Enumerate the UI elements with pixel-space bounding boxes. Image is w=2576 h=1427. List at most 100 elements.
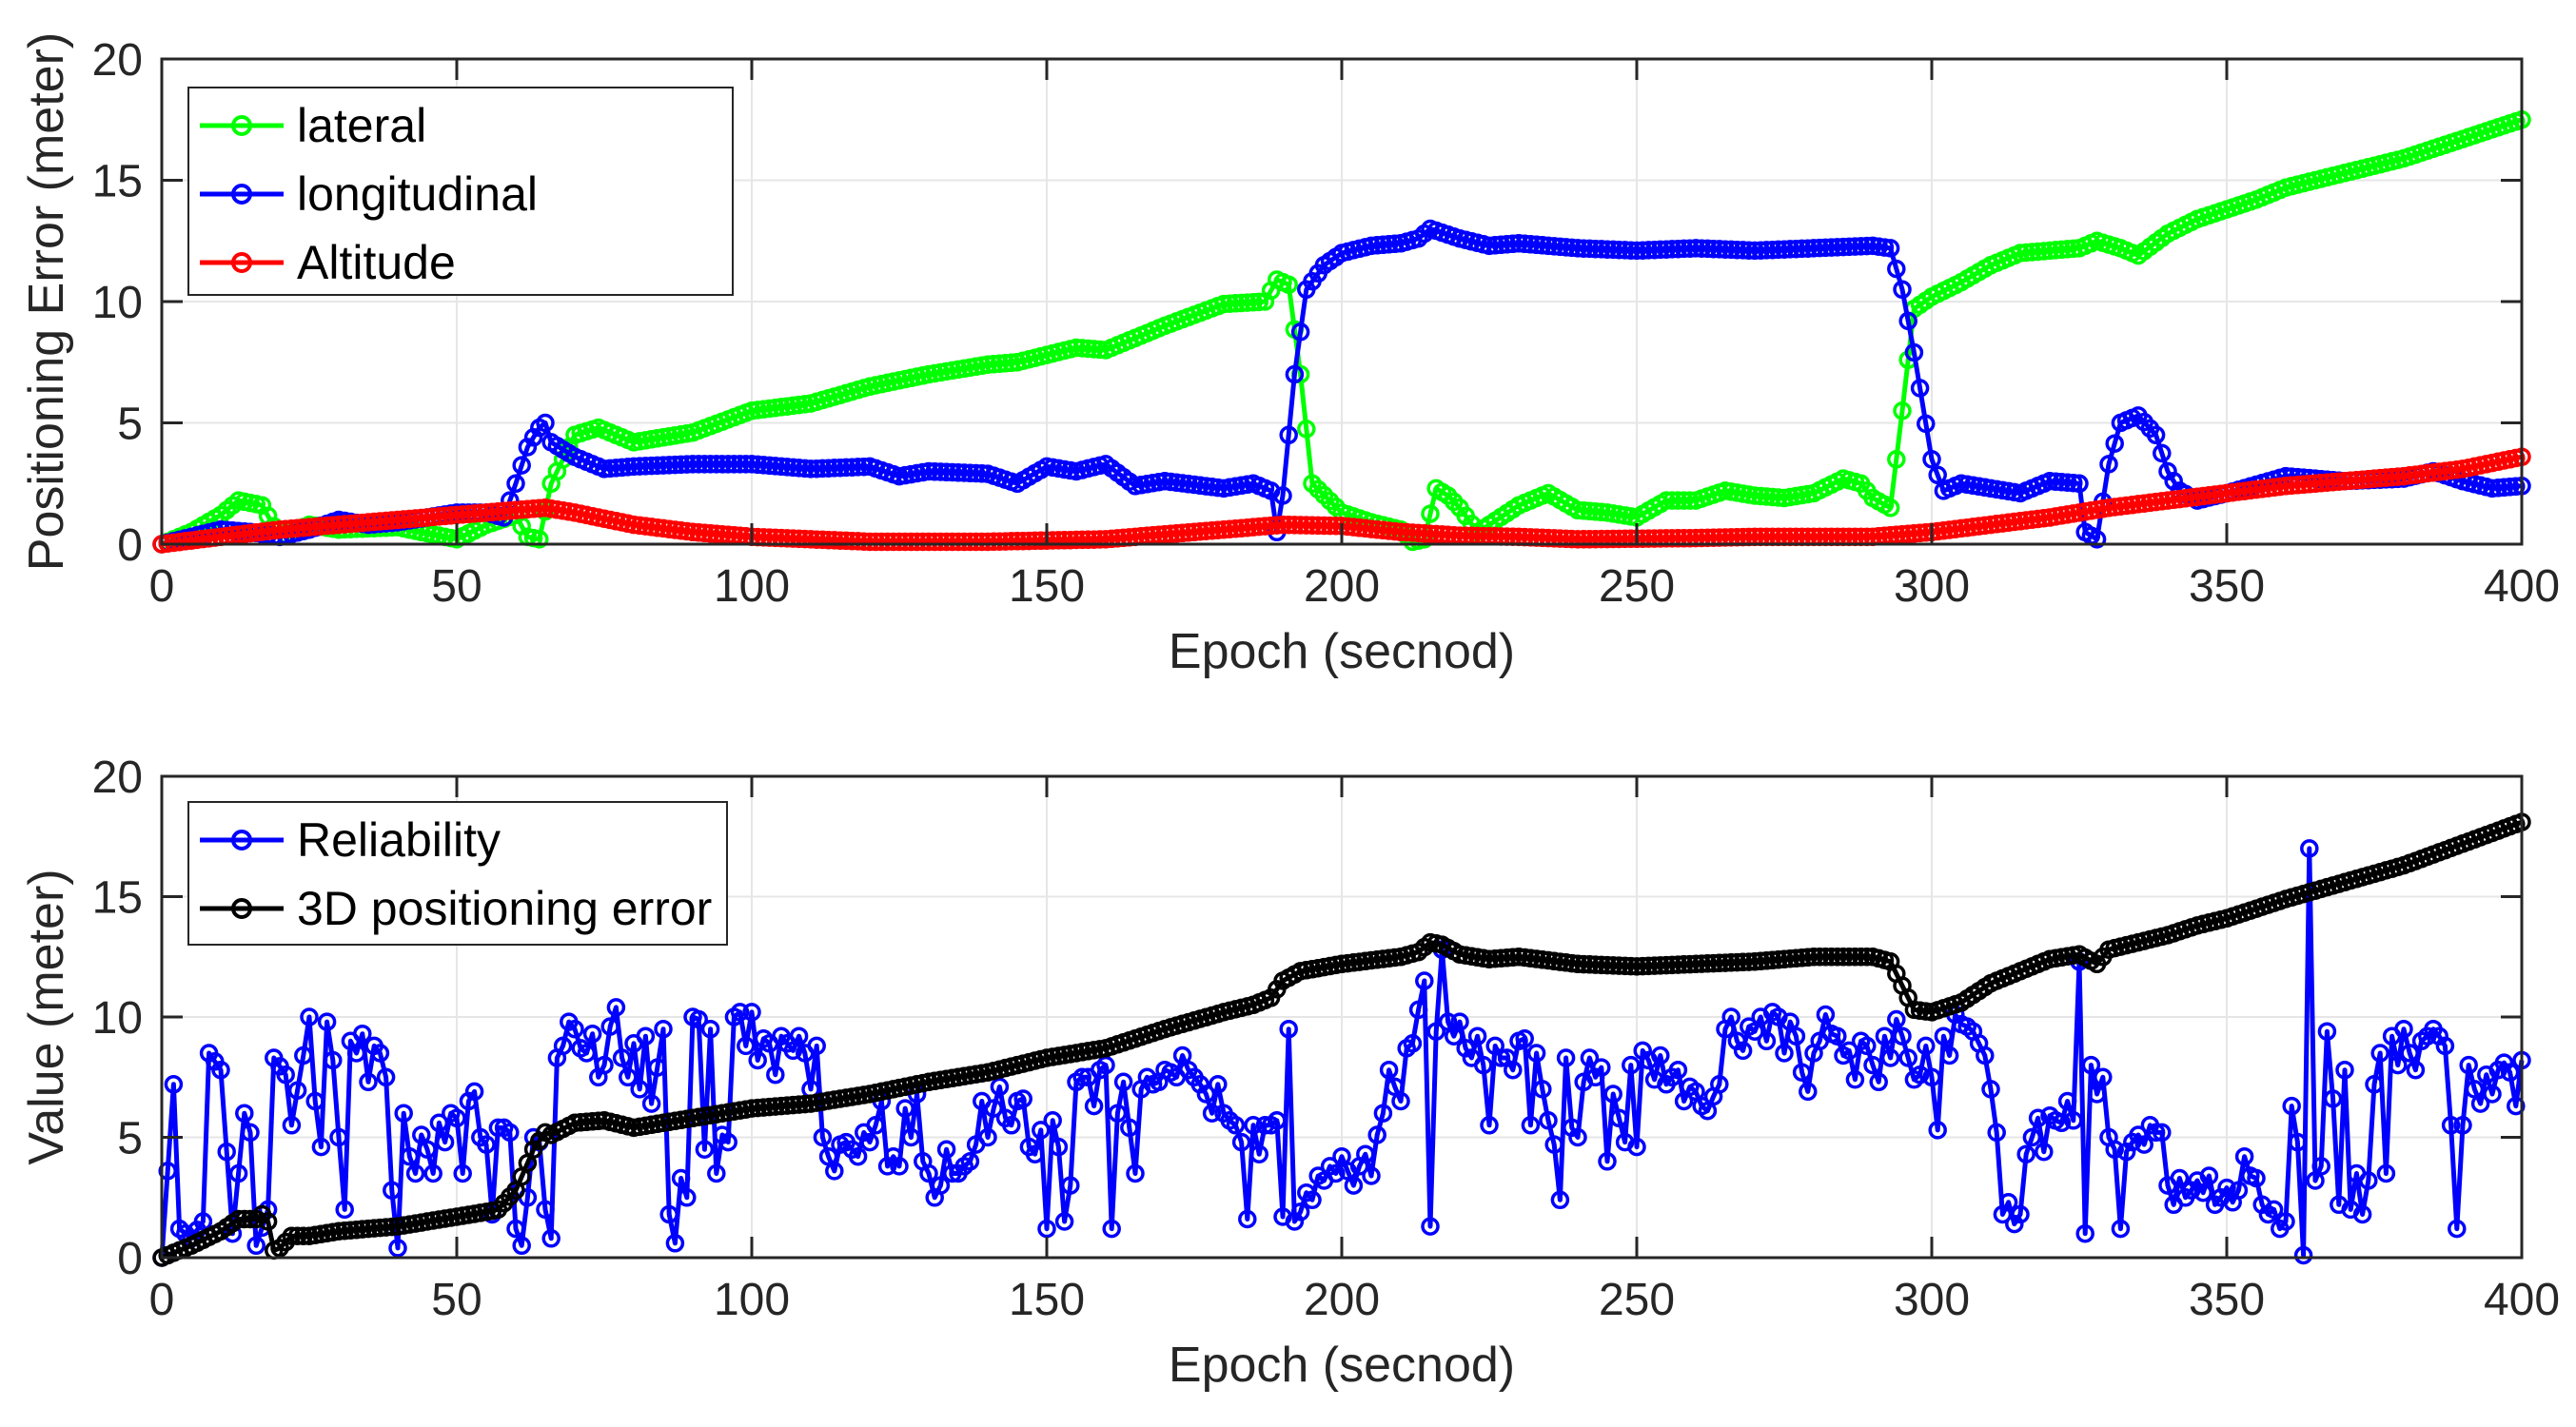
data-point: [287, 1081, 307, 1100]
data-point: [2394, 1019, 2413, 1039]
data-point: [630, 1080, 649, 1099]
x-axis-label: Epoch (secnod): [1169, 1338, 1515, 1393]
x-tick-label: 250: [1599, 1275, 1675, 1325]
x-tick-label: 200: [1304, 561, 1380, 612]
data-point: [1025, 1144, 1045, 1163]
data-point: [246, 1236, 265, 1256]
data-point: [241, 1123, 260, 1143]
data-point: [512, 1236, 531, 1256]
data-point: [801, 530, 820, 549]
data-point: [654, 456, 673, 475]
data-point: [1762, 240, 1782, 260]
x-tick-label: 100: [714, 561, 790, 612]
data-point: [1320, 516, 1340, 536]
data-point: [1592, 529, 1611, 549]
x-tick-label: 250: [1599, 561, 1675, 612]
y-tick-label: 15: [92, 873, 143, 924]
data-point: [1674, 955, 1694, 974]
data-point: [346, 1044, 366, 1063]
x-axis-label: Epoch (secnod): [1169, 624, 1515, 679]
data-point: [1745, 241, 1764, 261]
data-point: [966, 463, 986, 483]
data-point: [1681, 491, 1700, 510]
data-point: [1043, 1111, 1062, 1130]
data-point: [2483, 1085, 2502, 1104]
data-point: [1609, 1108, 1629, 1128]
data-point: [595, 1055, 614, 1075]
data-point: [193, 1212, 213, 1231]
data-point: [400, 1146, 420, 1166]
data-point: [1054, 1212, 1074, 1231]
legend-item-3d-positioning-error: 3D positioning error: [200, 882, 712, 935]
data-point: [1526, 1044, 1546, 1063]
data-point: [2057, 1091, 2077, 1111]
data-point: [435, 1132, 455, 1152]
data-point: [2293, 1245, 2313, 1265]
data-point: [919, 461, 938, 481]
data-point: [2448, 1219, 2467, 1239]
data-point: [1792, 239, 1812, 259]
data-point: [1934, 1026, 1954, 1046]
data-point: [1627, 1137, 1646, 1157]
y-tick-label: 0: [117, 520, 143, 571]
data-point: [447, 1108, 466, 1128]
data-point: [943, 462, 962, 482]
data-point: [1887, 450, 1906, 469]
data-point: [1668, 529, 1688, 548]
data-point: [1657, 955, 1676, 975]
data-point: [1858, 236, 1877, 256]
data-point: [1238, 1209, 1257, 1229]
data-point: [2146, 1123, 2166, 1143]
data-point: [789, 1026, 809, 1046]
data-point: [2070, 474, 2089, 494]
data-point: [1568, 1127, 1587, 1147]
data-point: [2435, 1036, 2455, 1056]
data-point: [1226, 1116, 1246, 1135]
data-point: [2146, 425, 2166, 445]
data-point: [718, 1132, 737, 1152]
x-tick-label: 0: [149, 561, 175, 612]
data-point: [1592, 240, 1611, 259]
data-point: [1804, 239, 1823, 258]
data-point: [1627, 957, 1646, 976]
data-point: [1574, 239, 1593, 258]
data-point: [1662, 240, 1681, 259]
data-point: [1314, 516, 1334, 536]
data-point: [606, 998, 626, 1017]
data-point: [1037, 1219, 1056, 1239]
data-point: [636, 1026, 656, 1046]
data-point: [678, 455, 697, 474]
data-point: [695, 455, 715, 474]
data-point: [1875, 1026, 1895, 1046]
data-point: [1327, 516, 1346, 536]
data-point: [2311, 1157, 2330, 1176]
data-point: [842, 458, 862, 477]
data-point: [1698, 954, 1718, 973]
data-point: [659, 1204, 678, 1224]
data-point: [641, 456, 661, 476]
data-point: [1887, 1009, 1906, 1029]
data-point: [1858, 1036, 1877, 1056]
data-point: [2134, 1135, 2153, 1154]
data-point: [1592, 1058, 1611, 1077]
data-point: [1279, 275, 1298, 294]
data-point: [2199, 1166, 2219, 1185]
data-point: [300, 1007, 319, 1026]
data-point: [287, 1226, 307, 1245]
data-point: [648, 456, 667, 476]
data-point: [1327, 1163, 1346, 1183]
data-point: [2229, 1181, 2249, 1200]
data-point: [1504, 1060, 1523, 1080]
data-point: [678, 1188, 697, 1207]
data-point: [1839, 948, 1858, 967]
data-point: [1008, 532, 1027, 551]
data-point: [1603, 529, 1622, 549]
data-point: [1249, 1144, 1268, 1163]
data-point: [737, 455, 756, 474]
data-point: [683, 455, 702, 474]
data-point: [943, 532, 962, 552]
data-point: [890, 1157, 909, 1176]
data-point: [695, 1140, 715, 1159]
data-point: [807, 1036, 826, 1056]
data-point: [1279, 425, 1298, 445]
